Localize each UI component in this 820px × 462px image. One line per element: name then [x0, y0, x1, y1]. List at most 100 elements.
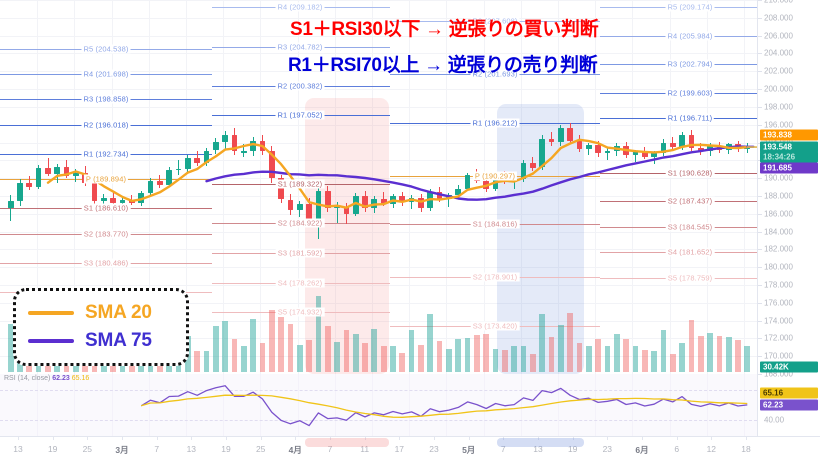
candle-body[interactable] [679, 135, 685, 147]
volume-bar [250, 319, 256, 372]
candle-body[interactable] [669, 142, 676, 147]
candle-body[interactable] [557, 128, 564, 143]
candle-body[interactable] [380, 198, 387, 204]
gridline-h [0, 106, 757, 108]
time-axis-tick [538, 437, 539, 440]
gridline-v [74, 0, 76, 374]
time-axis-tick [746, 437, 747, 440]
price-axis-label: 180.000 [764, 262, 793, 272]
candle-body[interactable] [194, 157, 201, 163]
candle-body[interactable] [184, 157, 191, 170]
candle-wick [178, 160, 179, 176]
pivot-label: R2 (196.018) [81, 120, 131, 129]
price-axis-label: 208.000 [764, 13, 793, 23]
candle-body[interactable] [455, 188, 462, 195]
candle-body[interactable] [212, 141, 219, 151]
sma20-price-tag: 193.838 [760, 129, 818, 141]
candle-body[interactable] [399, 195, 406, 203]
price-chart-pane[interactable]: R5 (204.538) R4 (201.698) R3 (198.858) R2 (… [0, 0, 757, 374]
candle-body[interactable] [296, 203, 303, 211]
candle-body[interactable] [334, 206, 340, 209]
time-axis-tick [607, 437, 609, 440]
time-axis-tick [87, 437, 89, 440]
candle-body[interactable] [73, 172, 79, 177]
candle-body[interactable] [101, 197, 107, 202]
price-axis[interactable]: 210.000 208.000 206.000 204.000 202.000 200.0… [757, 0, 820, 436]
candle-body[interactable] [287, 199, 294, 211]
time-axis-label: 11 [360, 444, 370, 454]
candle-body[interactable] [352, 195, 359, 214]
candle-body[interactable] [641, 151, 648, 157]
pivot-label: S2 (183.770) [81, 229, 131, 239]
volume-bar [212, 325, 219, 372]
price-axis-tick [758, 71, 762, 73]
price-axis-tick [758, 124, 762, 126]
candle-body[interactable] [464, 175, 471, 189]
candle-body[interactable] [418, 197, 424, 209]
rsi-gridline-v [632, 374, 634, 436]
candle-body[interactable] [539, 138, 546, 168]
candle-body[interactable] [147, 180, 154, 194]
candle-body[interactable] [567, 128, 574, 141]
candle-body[interactable] [7, 201, 14, 209]
rsi-pane[interactable]: RSI (14, close) 62.23 65.16 [0, 374, 757, 436]
candle-body[interactable] [110, 197, 117, 203]
candle-body[interactable] [166, 170, 173, 186]
candle-body[interactable] [91, 183, 98, 202]
volume-bar [744, 345, 751, 372]
candle-body[interactable] [697, 147, 704, 152]
gridline-h [0, 89, 757, 90]
volume-bar [324, 325, 331, 372]
candle-body[interactable] [651, 153, 657, 157]
candle-body[interactable] [595, 145, 601, 154]
candle-body[interactable] [175, 169, 182, 171]
gridline-h [0, 53, 757, 55]
pivot-label: R1 (196.212) [470, 118, 520, 128]
rsi-gridline-v [260, 374, 262, 436]
price-axis-tick [758, 374, 762, 375]
candle-body[interactable] [231, 135, 238, 152]
candle-body[interactable] [63, 166, 70, 177]
candle-body[interactable] [54, 166, 61, 174]
candle-body[interactable] [157, 180, 163, 186]
candle-body[interactable] [119, 199, 126, 204]
time-axis[interactable]: 13 19 25 3月 7 13 19 25 4月 7 11 17 23 5月 7 13 19 23 6月 6 12 18 [0, 436, 820, 462]
candle-wick [336, 202, 338, 223]
candle-body[interactable] [324, 190, 331, 209]
candle-body[interactable] [632, 151, 639, 155]
candle-body[interactable] [530, 163, 536, 168]
candle-body[interactable] [660, 142, 667, 154]
candle-body[interactable] [343, 206, 350, 214]
gridline-v [223, 0, 225, 374]
candle-body[interactable] [250, 140, 256, 152]
gridline-h [0, 249, 757, 251]
candle-body[interactable] [585, 145, 592, 149]
candle-body[interactable] [268, 151, 275, 179]
candle-body[interactable] [203, 150, 210, 163]
candle-body[interactable] [548, 138, 555, 143]
candle-body[interactable] [240, 151, 247, 153]
candle-body[interactable] [576, 140, 583, 149]
candle-body[interactable] [45, 168, 51, 174]
candle-body[interactable] [17, 183, 23, 202]
gridline-h [0, 356, 757, 358]
time-axis-tick [226, 437, 227, 440]
candle-body[interactable] [604, 150, 611, 154]
gridline-h [0, 124, 757, 126]
oversold-axis-band [305, 438, 389, 447]
gridline-h [0, 320, 757, 322]
time-axis-label: 25 [255, 444, 266, 454]
candle-body[interactable] [35, 168, 42, 187]
volume-bar [660, 329, 667, 372]
gridline-h [0, 0, 757, 1]
candle-body[interactable] [26, 183, 33, 187]
rsi-gridline-v [520, 374, 522, 436]
pivot-label: S5 (178.759) [665, 273, 715, 283]
candle-body[interactable] [306, 203, 312, 219]
candle-body[interactable] [520, 163, 527, 179]
candle-body[interactable] [222, 135, 228, 142]
candle-body[interactable] [362, 195, 368, 209]
candle-body[interactable] [278, 178, 284, 200]
candle-body[interactable] [688, 135, 695, 148]
rsi-gridline-v [37, 374, 39, 436]
